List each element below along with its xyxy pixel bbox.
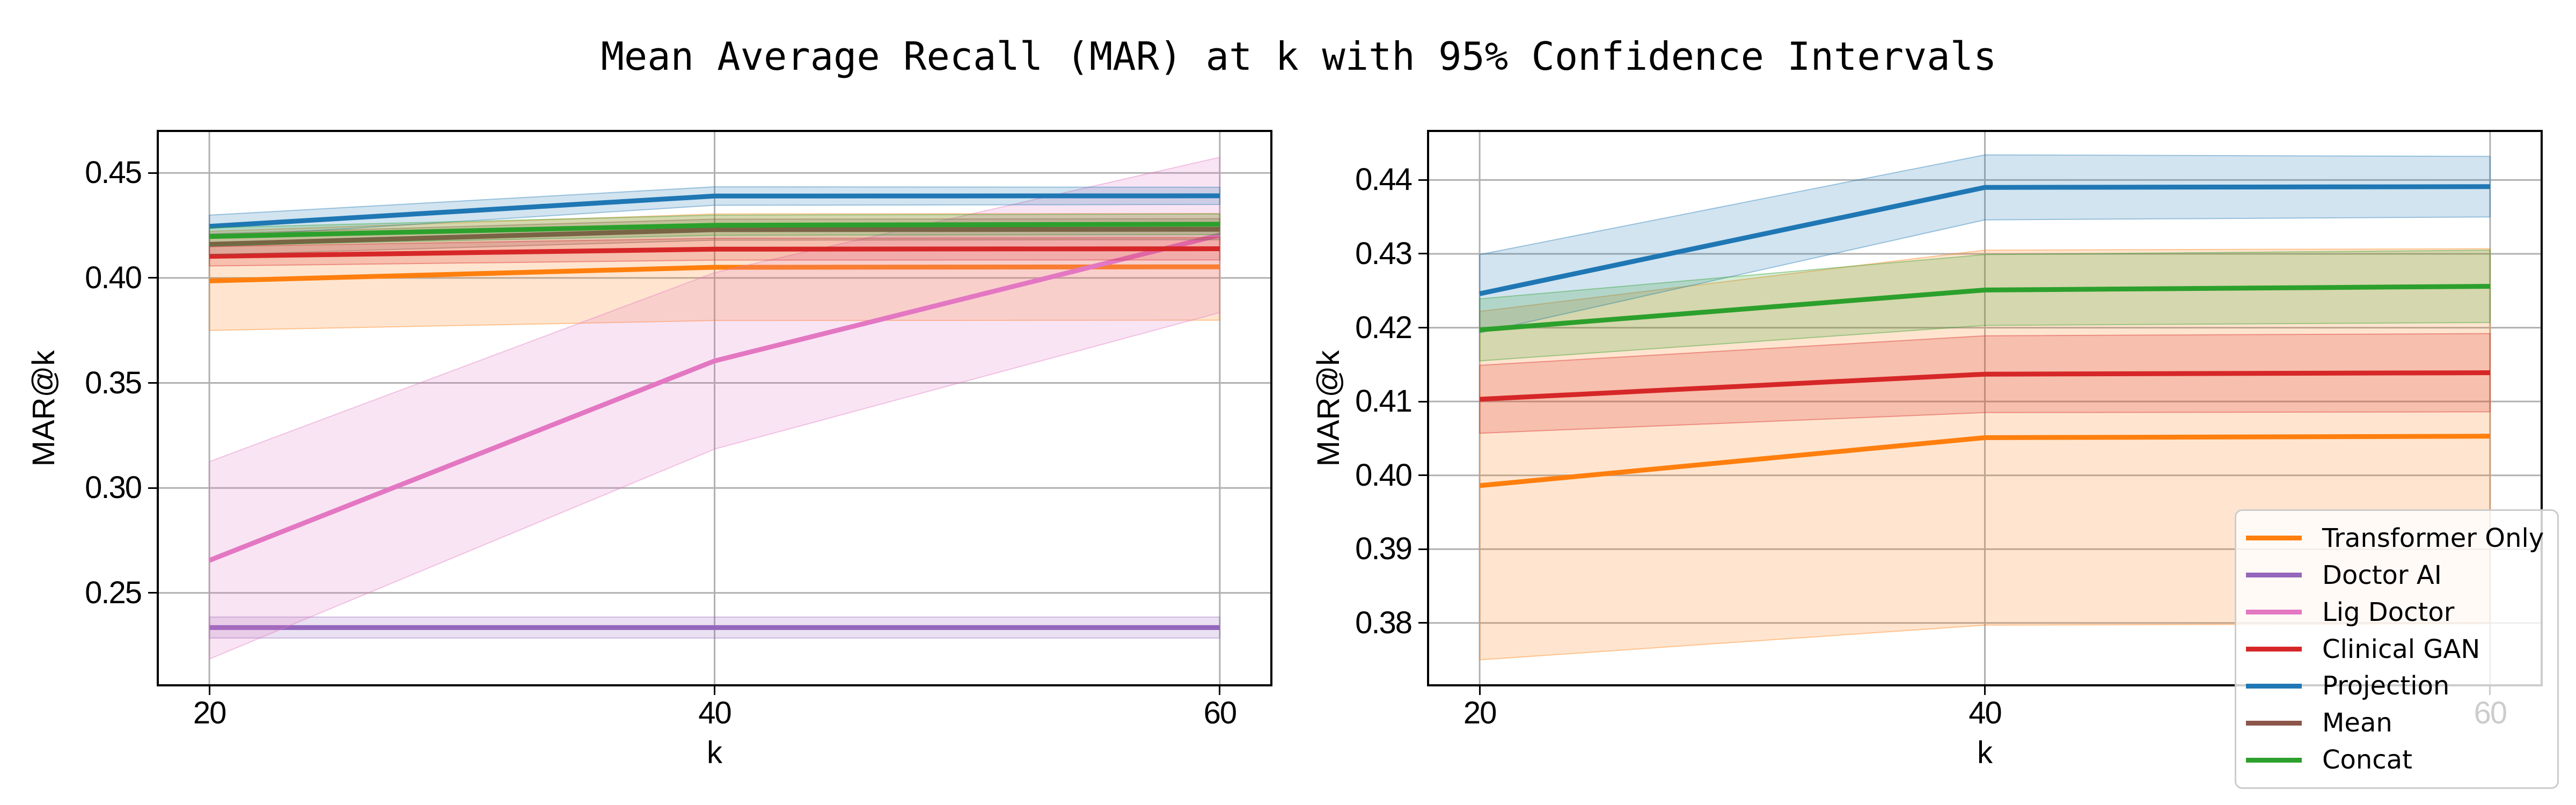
ci-band-lig-doctor bbox=[209, 156, 1220, 660]
legend-item-label: Doctor AI bbox=[2322, 560, 2442, 590]
x-axis-label: k bbox=[707, 735, 722, 770]
x-tick-label: 60 bbox=[1203, 696, 1237, 730]
y-axis-label: MAR@k bbox=[26, 350, 61, 466]
line-transformer-only bbox=[1479, 434, 2490, 488]
line-transformer-only bbox=[209, 264, 1220, 283]
legend-item: Mean bbox=[2246, 710, 2552, 736]
y-tick-label: 0.30 bbox=[85, 470, 142, 506]
x-tick-label: 40 bbox=[1968, 696, 2002, 730]
line-clinical-gan bbox=[1479, 370, 2490, 402]
y-tick-mark bbox=[1418, 327, 1427, 329]
y-tick-mark bbox=[148, 487, 157, 489]
legend-line-sample bbox=[2246, 757, 2302, 763]
legend-line-sample bbox=[2246, 683, 2302, 689]
y-tick-mark bbox=[148, 592, 157, 594]
line-concat bbox=[209, 222, 1220, 239]
line-concat bbox=[1479, 284, 2490, 333]
line-clinical-gan bbox=[209, 246, 1220, 259]
ci-band-clinical-gan bbox=[1479, 333, 2491, 434]
legend-item: Lig Doctor bbox=[2246, 599, 2552, 625]
y-tick-label: 0.44 bbox=[1355, 162, 1413, 197]
left-plot-canvas bbox=[159, 132, 1270, 684]
x-tick-label: 20 bbox=[1463, 696, 1497, 730]
y-tick-mark bbox=[1418, 179, 1427, 181]
legend-line-sample bbox=[2246, 573, 2302, 578]
y-tick-mark bbox=[1418, 548, 1427, 550]
y-tick-label: 0.42 bbox=[1355, 310, 1413, 345]
line-lig-doctor bbox=[208, 232, 1220, 563]
x-tick-mark bbox=[1984, 686, 1986, 695]
ci-band-projection bbox=[1479, 154, 2491, 334]
legend-item: Projection bbox=[2246, 673, 2552, 699]
x-tick-mark bbox=[1479, 686, 1481, 695]
y-tick-mark bbox=[148, 382, 157, 384]
legend-item: Doctor AI bbox=[2246, 562, 2552, 588]
legend-item: Concat bbox=[2246, 747, 2552, 773]
y-tick-label: 0.25 bbox=[85, 575, 142, 610]
legend-line-sample bbox=[2246, 610, 2302, 615]
legend-item-label: Clinical GAN bbox=[2322, 634, 2480, 664]
y-tick-label: 0.40 bbox=[85, 260, 142, 295]
y-tick-label: 0.43 bbox=[1355, 236, 1413, 271]
legend-line-sample bbox=[2246, 536, 2302, 541]
x-axis-label: k bbox=[1977, 735, 1993, 770]
legend-item-label: Concat bbox=[2322, 745, 2412, 775]
x-tick-mark bbox=[714, 686, 715, 695]
ci-band-concat bbox=[1479, 250, 2491, 362]
left-plot bbox=[157, 130, 1272, 686]
legend-item-label: Lig Doctor bbox=[2322, 597, 2455, 627]
y-tick-mark bbox=[148, 172, 157, 174]
legend-item: Clinical GAN bbox=[2246, 636, 2552, 662]
y-tick-label: 0.40 bbox=[1355, 457, 1413, 493]
legend-line-sample bbox=[2246, 647, 2302, 652]
y-tick-label: 0.41 bbox=[1355, 384, 1413, 419]
y-tick-mark bbox=[148, 277, 157, 279]
line-projection bbox=[1479, 184, 2490, 296]
y-tick-mark bbox=[1418, 400, 1427, 402]
ci-band-transformer-only bbox=[209, 213, 1220, 331]
figure-title: Mean Average Recall (MAR) at k with 95% … bbox=[601, 34, 1997, 79]
legend-item-label: Transformer Only bbox=[2322, 523, 2544, 553]
y-axis-label: MAR@k bbox=[1311, 350, 1346, 466]
x-tick-label: 40 bbox=[698, 696, 731, 730]
line-mean bbox=[209, 226, 1220, 247]
x-tick-mark bbox=[1219, 686, 1221, 695]
y-tick-label: 0.35 bbox=[85, 365, 142, 400]
y-tick-label: 0.38 bbox=[1355, 605, 1413, 640]
line-projection bbox=[209, 193, 1220, 229]
x-tick-mark bbox=[208, 686, 210, 695]
legend-line-sample bbox=[2246, 720, 2302, 726]
legend-item: Transformer Only bbox=[2246, 525, 2552, 551]
y-tick-label: 0.39 bbox=[1355, 531, 1413, 567]
legend-item-label: Mean bbox=[2322, 708, 2392, 738]
x-tick-label: 20 bbox=[193, 696, 226, 730]
ci-band-clinical-gan bbox=[209, 237, 1220, 267]
y-tick-mark bbox=[1418, 253, 1427, 255]
y-tick-label: 0.45 bbox=[85, 155, 142, 191]
y-tick-mark bbox=[1418, 474, 1427, 477]
ci-band-concat bbox=[209, 213, 1220, 246]
ci-band-projection bbox=[209, 186, 1220, 238]
legend: Transformer Only Doctor AI Lig Doctor Clini… bbox=[2235, 509, 2559, 789]
y-tick-mark bbox=[1418, 622, 1427, 624]
legend-item-label: Projection bbox=[2322, 671, 2450, 701]
